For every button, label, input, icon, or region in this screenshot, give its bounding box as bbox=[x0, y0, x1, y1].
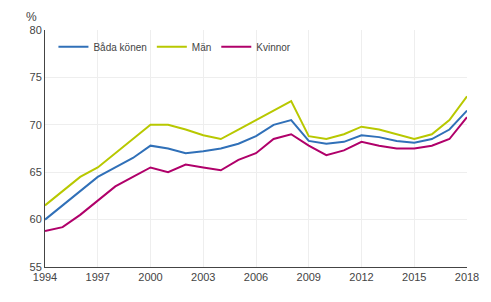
svg-text:Båda könen: Båda könen bbox=[93, 42, 146, 53]
svg-text:55: 55 bbox=[30, 261, 42, 273]
svg-text:Män: Män bbox=[192, 42, 211, 53]
svg-text:2000: 2000 bbox=[138, 271, 162, 283]
svg-text:Kvinnor: Kvinnor bbox=[256, 42, 291, 53]
svg-text:2018: 2018 bbox=[455, 271, 479, 283]
svg-text:75: 75 bbox=[30, 71, 42, 83]
svg-text:2006: 2006 bbox=[244, 271, 268, 283]
svg-text:%: % bbox=[26, 10, 37, 24]
svg-text:1994: 1994 bbox=[33, 271, 57, 283]
svg-text:2012: 2012 bbox=[349, 271, 373, 283]
svg-text:2009: 2009 bbox=[297, 271, 321, 283]
svg-text:2003: 2003 bbox=[191, 271, 215, 283]
svg-text:1997: 1997 bbox=[86, 271, 110, 283]
svg-text:2015: 2015 bbox=[402, 271, 426, 283]
svg-text:60: 60 bbox=[30, 213, 42, 225]
svg-text:65: 65 bbox=[30, 166, 42, 178]
svg-text:70: 70 bbox=[30, 119, 42, 131]
svg-text:80: 80 bbox=[30, 24, 42, 36]
